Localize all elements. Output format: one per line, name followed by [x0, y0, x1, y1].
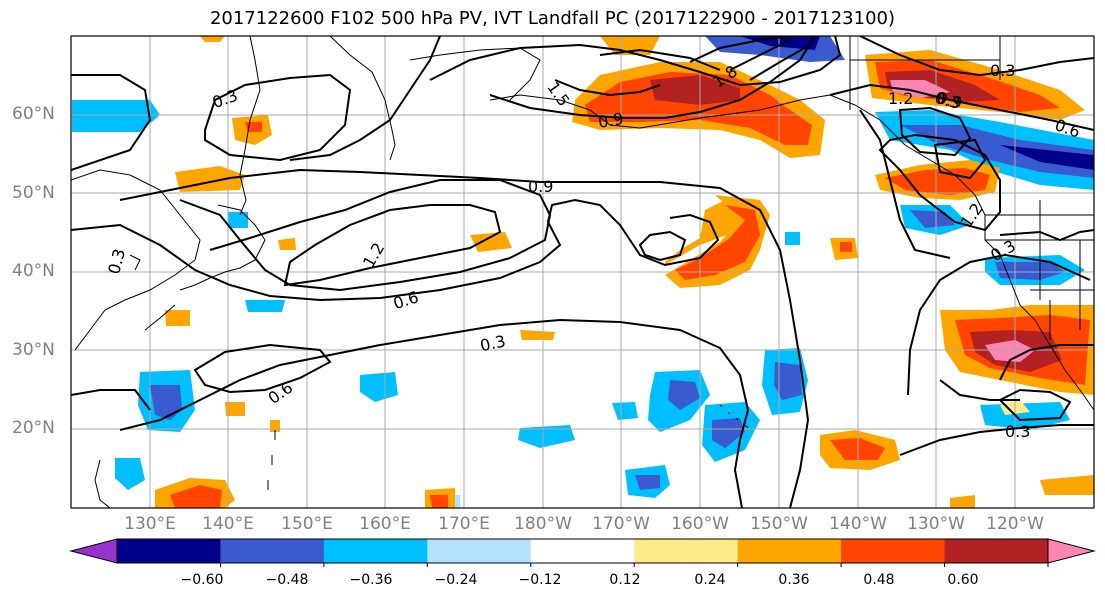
- colorbar-tick-label: 0.24: [694, 572, 726, 588]
- lat-label-40n: 40°N: [12, 261, 55, 281]
- lon-label: 160°E: [359, 514, 411, 534]
- lon-label: 180°W: [514, 514, 572, 534]
- contour-label: 0.3: [478, 331, 507, 355]
- lon-label: 160°W: [671, 514, 729, 534]
- colorbar-extend-high: [1047, 538, 1096, 564]
- colorbar-tick-label: −0.36: [349, 572, 393, 588]
- lon-label: 140°W: [829, 514, 887, 534]
- contour-label: 0.3: [990, 61, 1015, 80]
- colorbar-tick-label: −0.60: [180, 572, 224, 588]
- contour-label: 1.2: [888, 89, 913, 108]
- colorbar-tick-label: −0.48: [265, 572, 309, 588]
- lon-label: 130°W: [907, 514, 965, 534]
- colorbar-tick-label: 0.12: [609, 572, 641, 588]
- lat-label-30n: 30°N: [12, 340, 55, 360]
- lon-label: 170°W: [592, 514, 650, 534]
- map-frame: [70, 35, 1095, 509]
- contour-label: 0.9: [597, 109, 625, 132]
- colorbar-tick-label: 0.60: [947, 572, 979, 588]
- colorbar-ticks: [219, 563, 1049, 567]
- colorbar-segment: [841, 539, 946, 563]
- colorbar-segments: [117, 539, 1049, 563]
- negative-pv-shading: [72, 36, 1094, 508]
- colorbar-segment: [427, 539, 532, 563]
- map-plot-area: 0.3 1.5 1.8 0.9 0.9 1.2 0.6 0.3 0.6 0.3 …: [71, 36, 1094, 508]
- colorbar-segment: [634, 539, 739, 563]
- lon-label: 150°W: [750, 514, 808, 534]
- contour-label: 0.3: [1005, 422, 1030, 441]
- contour-label: 0.9: [528, 177, 553, 196]
- map-title: 2017122600 F102 500 hPa PV, IVT Landfall…: [209, 8, 896, 29]
- colorbar-tick-label: −0.24: [434, 572, 478, 588]
- lat-label-50n: 50°N: [12, 183, 55, 203]
- pv-contours: [71, 36, 1094, 508]
- colorbar-extend-low: [69, 538, 118, 564]
- colorbar-segment: [530, 539, 635, 563]
- colorbar-segment: [944, 539, 1049, 563]
- lon-label: 170°E: [438, 514, 490, 534]
- colorbar-tick-label: 0.48: [863, 572, 895, 588]
- lon-label: 140°E: [202, 514, 254, 534]
- colorbar: [69, 538, 1096, 567]
- colorbar-segment: [117, 539, 221, 563]
- lon-label: 130°E: [124, 514, 176, 534]
- colorbar-segment: [737, 539, 842, 563]
- colorbar-tick-label: 0.36: [778, 572, 810, 588]
- colorbar-tick-label: −0.12: [518, 572, 562, 588]
- lon-label: 120°W: [986, 514, 1044, 534]
- lon-label: 150°E: [281, 514, 333, 534]
- colorbar-segment: [220, 539, 325, 563]
- lat-label-20n: 20°N: [12, 418, 55, 438]
- colorbar-segment: [323, 539, 428, 563]
- colorbar-outline: [116, 538, 1049, 564]
- lat-label-60n: 60°N: [12, 104, 55, 124]
